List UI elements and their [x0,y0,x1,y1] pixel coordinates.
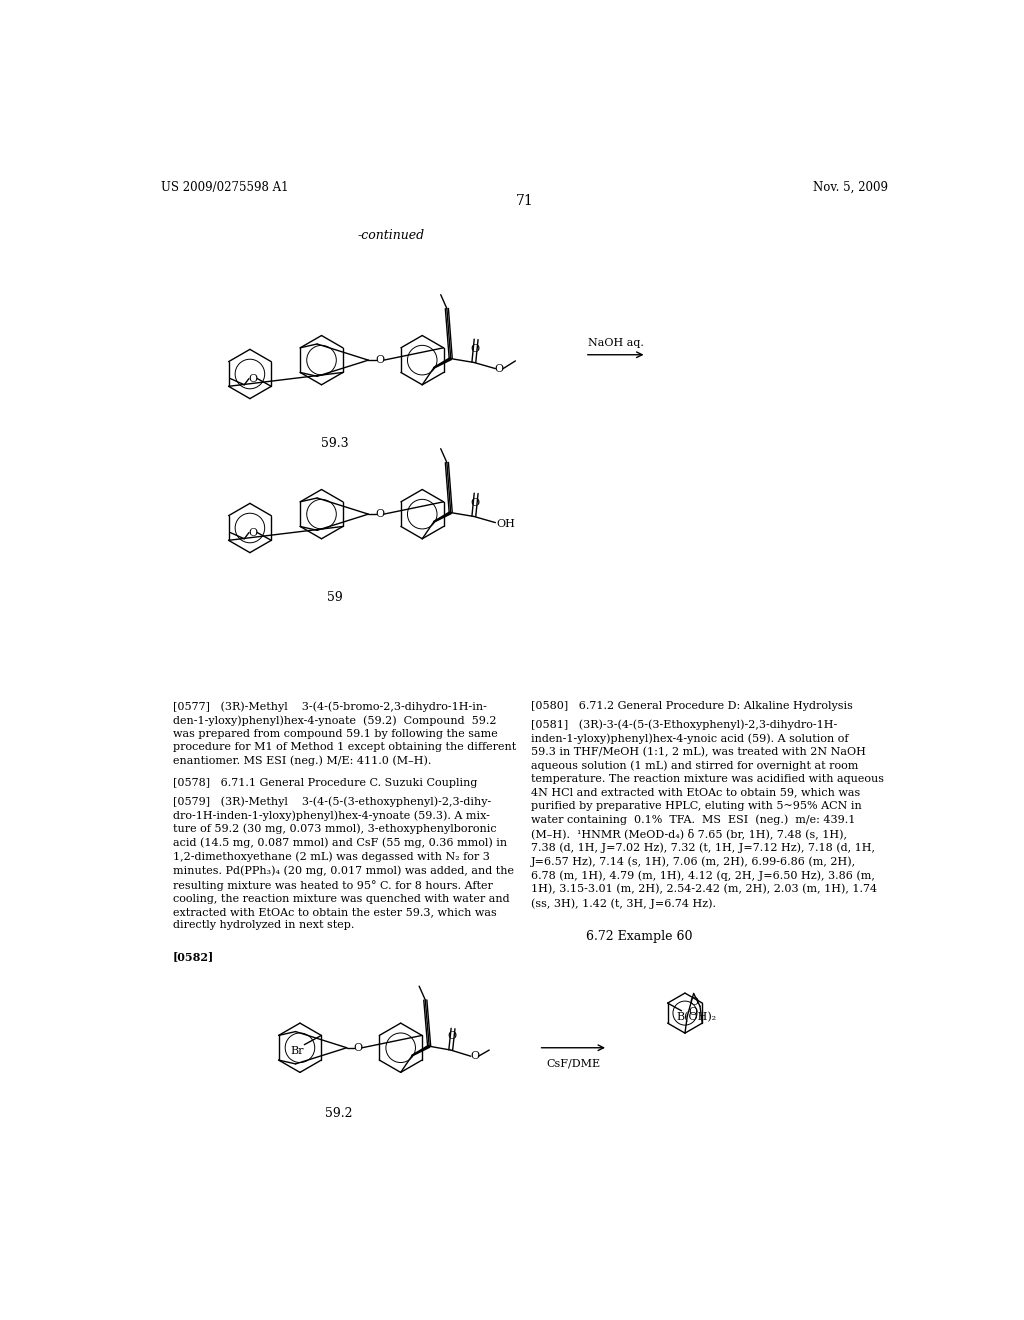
Text: [0580]   6.71.2 General Procedure D: Alkaline Hydrolysis: [0580] 6.71.2 General Procedure D: Alkal… [531,701,853,711]
Text: O: O [471,343,480,354]
Text: O: O [689,1007,698,1018]
Text: [0577]   (3R)-Methyl    3-(4-(5-bromo-2,3-dihydro-1H-in-
den-1-yloxy)phenyl)hex-: [0577] (3R)-Methyl 3-(4-(5-bromo-2,3-dih… [173,701,516,766]
Text: 59.3: 59.3 [321,437,348,450]
Text: CsF/DME: CsF/DME [546,1059,600,1068]
Text: [0581]   (3R)-3-(4-(5-(3-Ethoxyphenyl)-2,3-dihydro-1H-
inden-1-yloxy)phenyl)hex-: [0581] (3R)-3-(4-(5-(3-Ethoxyphenyl)-2,3… [531,719,884,908]
Text: US 2009/0275598 A1: US 2009/0275598 A1 [162,181,289,194]
Text: O: O [471,498,480,508]
Text: O: O [353,1043,362,1053]
Text: [0582]: [0582] [173,952,214,962]
Text: O: O [376,355,384,366]
Text: B(OH)₂: B(OH)₂ [677,1012,717,1022]
Text: Nov. 5, 2009: Nov. 5, 2009 [813,181,888,194]
Text: 59.2: 59.2 [325,1106,352,1119]
Text: O: O [447,1031,457,1041]
Text: Br: Br [290,1045,303,1056]
Text: [0579]   (3R)-Methyl    3-(4-(5-(3-ethoxyphenyl)-2,3-dihy-
dro-1H-inden-1-yloxy): [0579] (3R)-Methyl 3-(4-(5-(3-ethoxyphen… [173,796,514,931]
Text: NaOH aq.: NaOH aq. [588,338,644,348]
Text: [0578]   6.71.1 General Procedure C. Suzuki Coupling: [0578] 6.71.1 General Procedure C. Suzuk… [173,779,477,788]
Text: 6.72 Example 60: 6.72 Example 60 [586,929,692,942]
Text: O: O [470,1051,479,1061]
Text: -continued: -continued [357,228,425,242]
Text: OH: OH [496,519,515,529]
Text: 59: 59 [327,591,342,603]
Text: O: O [248,528,257,537]
Text: 71: 71 [516,194,534,207]
Text: O: O [495,363,504,374]
Text: O: O [376,510,384,519]
Text: O: O [689,998,698,1007]
Text: O: O [248,374,257,384]
